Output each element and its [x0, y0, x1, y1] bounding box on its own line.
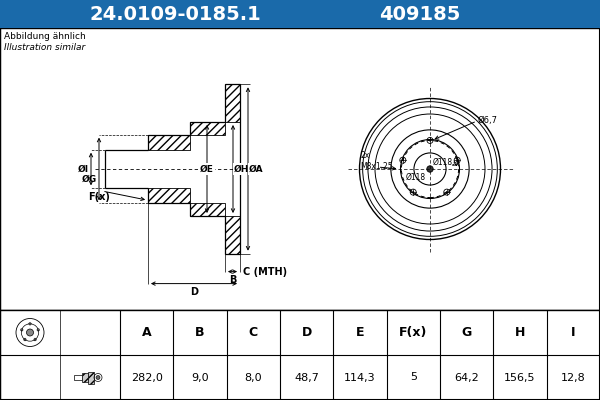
Text: E: E: [356, 326, 364, 339]
Text: C (MTH): C (MTH): [243, 266, 287, 277]
Bar: [0, 0, 600, 28]
Text: 2x
M8x1,25: 2x M8x1,25: [361, 151, 393, 171]
Text: D: D: [190, 286, 198, 297]
Text: 48,7: 48,7: [294, 372, 319, 382]
Circle shape: [429, 140, 431, 142]
Text: ØG: ØG: [82, 174, 97, 184]
Text: F(x): F(x): [399, 326, 428, 339]
Text: A: A: [142, 326, 151, 339]
Bar: [190, 122, 225, 135]
Text: B: B: [229, 274, 236, 285]
Circle shape: [446, 191, 448, 193]
Text: C: C: [249, 326, 258, 339]
Text: Abbildung ähnlich: Abbildung ähnlich: [4, 32, 86, 41]
Text: Illustration similar: Illustration similar: [4, 43, 85, 52]
Bar: [82, 373, 88, 382]
Text: ØE: ØE: [200, 164, 214, 174]
Bar: [225, 216, 240, 254]
Text: F(x): F(x): [88, 192, 110, 202]
Text: G: G: [461, 326, 472, 339]
Text: 64,2: 64,2: [454, 372, 479, 382]
Text: H: H: [515, 326, 525, 339]
Circle shape: [96, 376, 100, 380]
Text: Ø118: Ø118: [406, 172, 426, 182]
Circle shape: [456, 159, 458, 161]
Text: 8,0: 8,0: [245, 372, 262, 382]
Text: 24.0109-0185.1: 24.0109-0185.1: [89, 4, 261, 24]
Text: Ø118,3: Ø118,3: [433, 158, 460, 168]
Text: ØA: ØA: [249, 164, 263, 174]
Text: ØI: ØI: [78, 164, 89, 174]
Bar: [148, 135, 190, 150]
Text: B: B: [195, 326, 205, 339]
Text: D: D: [302, 326, 312, 339]
Bar: [0, 28, 600, 310]
Circle shape: [26, 329, 34, 336]
Text: 9,0: 9,0: [191, 372, 209, 382]
Bar: [225, 84, 240, 122]
Text: 12,8: 12,8: [561, 372, 586, 382]
Circle shape: [427, 166, 433, 172]
Bar: [148, 188, 190, 203]
Text: 114,3: 114,3: [344, 372, 376, 382]
Bar: [0, 310, 600, 400]
Bar: [74, 375, 82, 380]
Text: ØH: ØH: [234, 164, 250, 174]
Circle shape: [412, 191, 414, 193]
Text: 409185: 409185: [379, 4, 461, 24]
Bar: [88, 372, 94, 384]
Circle shape: [402, 159, 404, 161]
Bar: [190, 203, 225, 216]
Text: 156,5: 156,5: [504, 372, 536, 382]
Text: 5: 5: [410, 372, 417, 382]
Text: 282,0: 282,0: [131, 372, 163, 382]
Text: I: I: [571, 326, 575, 339]
Text: Ø6,7: Ø6,7: [478, 116, 498, 126]
